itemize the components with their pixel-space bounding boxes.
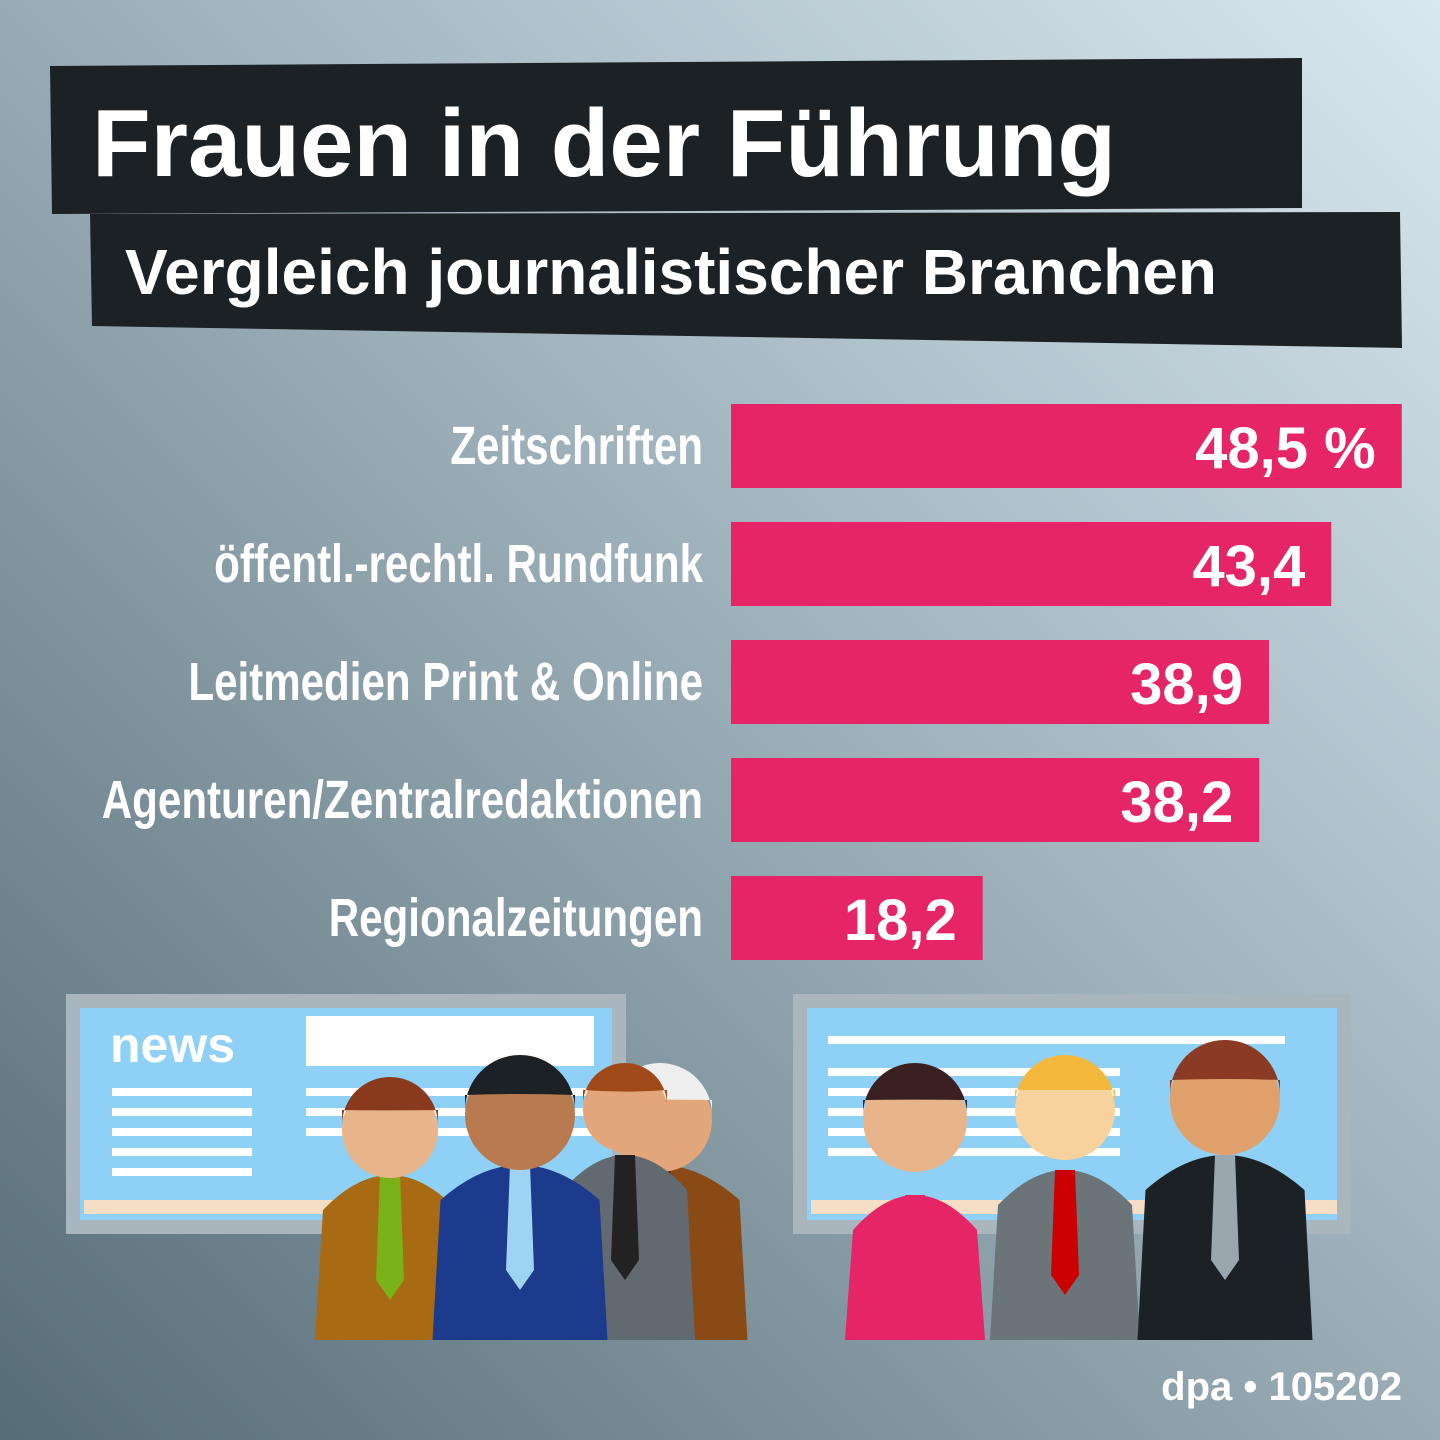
value-label: 38,9 [1130,652,1243,717]
category-label-group: Agenturen/Zentralredaktionen [102,770,703,830]
person-tie [901,1195,929,1320]
screen-bar [306,1016,594,1066]
bar [731,522,1332,606]
category-label: Agenturen/Zentralredaktionen [102,770,703,830]
person-hair [342,1077,438,1125]
person-hair [583,1063,667,1105]
bar [731,640,1269,724]
category-label: Leitmedien Print & Online [188,652,703,712]
category-label-group: Regionalzeitungen [329,888,703,948]
subtitle-box [90,212,1402,348]
people [315,1040,1313,1340]
person-tie [376,1175,404,1300]
bar [731,876,983,960]
screen-label: news [110,1017,235,1073]
chart-title: Frauen in der Führung [92,90,1116,197]
category-label-group: öffentl.-rechtl. Rundfunk [214,534,703,594]
category-label-group: Leitmedien Print & Online [188,652,703,712]
person-hair [465,1055,575,1110]
person-tie [506,1165,534,1290]
value-label: 43,4 [1192,534,1305,599]
person-tie [1211,1155,1239,1280]
source: dpa • 105202 [1161,1365,1402,1409]
category-label: öffentl.-rechtl. Rundfunk [214,534,703,594]
person-hair [863,1063,967,1115]
value-label: 48,5 % [1195,416,1376,481]
person-hair [1015,1055,1115,1105]
title-box [50,58,1302,214]
person-tie [1051,1170,1079,1295]
category-label: Regionalzeitungen [329,888,703,948]
person-hair [1170,1040,1280,1095]
person-tie [611,1155,639,1280]
category-label: Zeitschriften [450,416,703,476]
category-label-group: Zeitschriften [450,416,703,476]
illustration: news [66,994,1351,1340]
bar [731,404,1402,488]
value-label: 18,2 [844,888,957,953]
value-label: 38,2 [1120,770,1233,835]
chart-subtitle: Vergleich journalistischer Branchen [125,236,1217,308]
bar [731,758,1260,842]
